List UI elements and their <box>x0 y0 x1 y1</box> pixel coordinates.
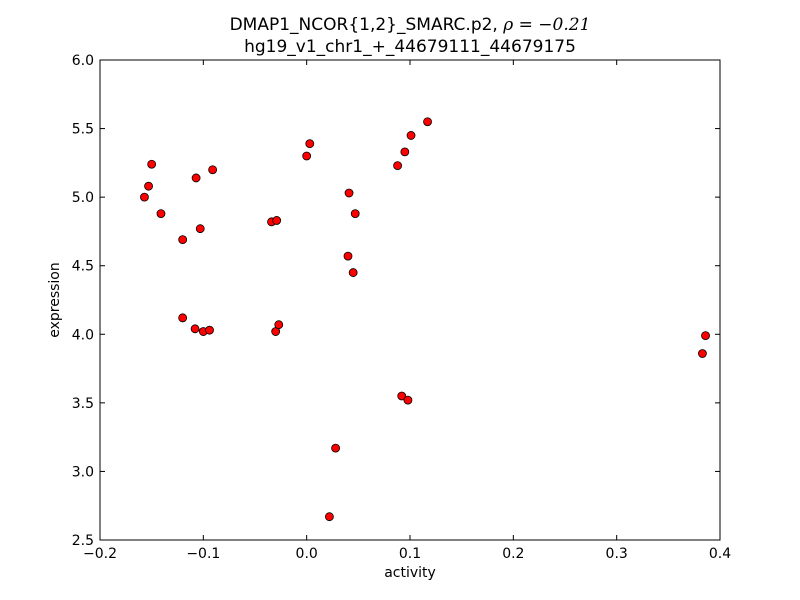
data-point <box>344 188 354 198</box>
data-point <box>302 151 312 161</box>
data-point <box>343 251 353 261</box>
plot-area <box>99 59 721 541</box>
data-point <box>324 512 334 522</box>
y-tick-label: 4.5 <box>72 259 94 275</box>
data-point <box>400 147 410 157</box>
y-axis-label: expression <box>47 262 63 338</box>
data-point <box>140 192 149 202</box>
y-tick-label: 4.0 <box>72 327 94 343</box>
data-point <box>208 165 218 175</box>
data-point <box>698 349 707 358</box>
data-point <box>423 117 432 127</box>
data-point <box>178 313 188 323</box>
x-tick-label: 0.0 <box>296 546 318 562</box>
data-point <box>397 391 407 401</box>
data-point <box>350 209 360 219</box>
data-point <box>701 331 710 341</box>
x-tick-label: 0.3 <box>606 546 628 562</box>
data-point <box>205 325 214 335</box>
data-point <box>403 395 413 405</box>
x-tick-label: 0.1 <box>399 546 421 562</box>
y-tick-label: 5.5 <box>72 122 94 138</box>
x-axis-label: activity <box>384 565 436 581</box>
chart-title-line2: hg19_v1_chr1_+_44679111_44679175 <box>244 37 576 57</box>
data-point <box>195 224 205 234</box>
x-tick-label: −0.1 <box>186 546 220 562</box>
data-point <box>190 324 200 334</box>
x-tick-label: −0.2 <box>83 546 117 562</box>
axis-ticks: −0.2 −0.1 0.0 0.1 0.2 0.3 0.4 2.5 3.0 3.5 4.0 4.5 5.… <box>72 53 731 562</box>
y-tick-label: 6.0 <box>72 53 94 69</box>
y-tick-label: 3.5 <box>72 396 94 412</box>
y-tick-label: 5.0 <box>72 190 94 206</box>
data-point <box>406 131 416 140</box>
data-point <box>144 181 153 191</box>
data-point <box>178 235 188 245</box>
data-point <box>272 216 282 225</box>
data-point <box>348 268 358 277</box>
title-rho-text: ρ = −0.21 <box>502 15 590 35</box>
data-point <box>305 139 315 149</box>
data-point <box>274 320 284 330</box>
y-tick-label: 3.0 <box>72 464 94 480</box>
x-tick-label: 0.4 <box>709 546 731 562</box>
data-point <box>393 161 403 171</box>
data-point <box>331 443 341 453</box>
x-tick-label: 0.2 <box>502 546 524 562</box>
title-main-text: DMAP1_NCOR{1,2}_SMARC.p2, <box>230 15 504 35</box>
chart-title-line1: DMAP1_NCOR{1,2}_SMARC.p2, ρ = −0.21 <box>230 15 591 35</box>
data-point <box>156 209 166 219</box>
data-point <box>191 173 201 183</box>
y-tick-label: 2.5 <box>72 533 94 549</box>
data-point <box>147 159 157 169</box>
data-points <box>140 117 710 522</box>
